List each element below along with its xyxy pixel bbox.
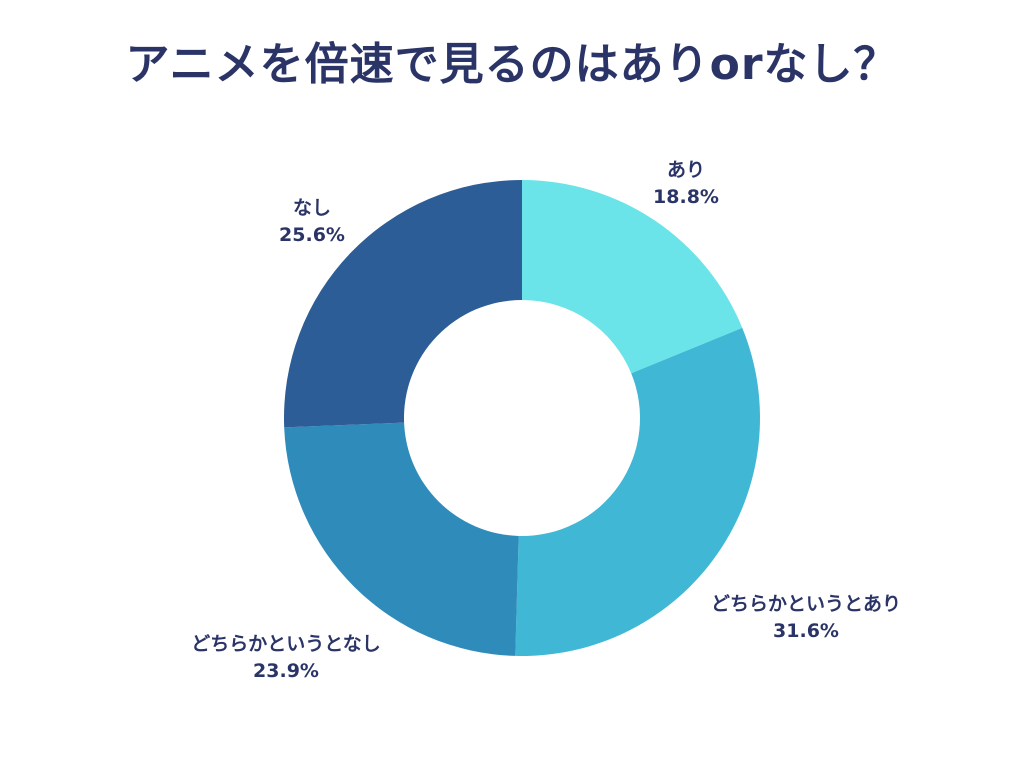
slice-value-label-2: 31.6% [773, 620, 839, 642]
slice-category-label-3: どちらかというとなし [191, 633, 380, 655]
chart-title: アニメを倍速で見るのはありorなし？ [125, 39, 899, 90]
pie-slice-2 [515, 327, 761, 656]
pie-slice-3 [284, 422, 519, 656]
pie-slice-4 [284, 180, 522, 428]
slice-category-label-1: あり [667, 159, 705, 181]
slice-value-label-3: 23.9% [253, 660, 319, 682]
pie-slice-1 [522, 180, 743, 374]
slice-value-label-1: 18.8% [653, 186, 719, 208]
slice-category-label-2: どちらかというとあり [711, 593, 901, 615]
slice-category-label-4: なし [293, 197, 331, 219]
slice-value-label-4: 25.6% [279, 224, 345, 246]
